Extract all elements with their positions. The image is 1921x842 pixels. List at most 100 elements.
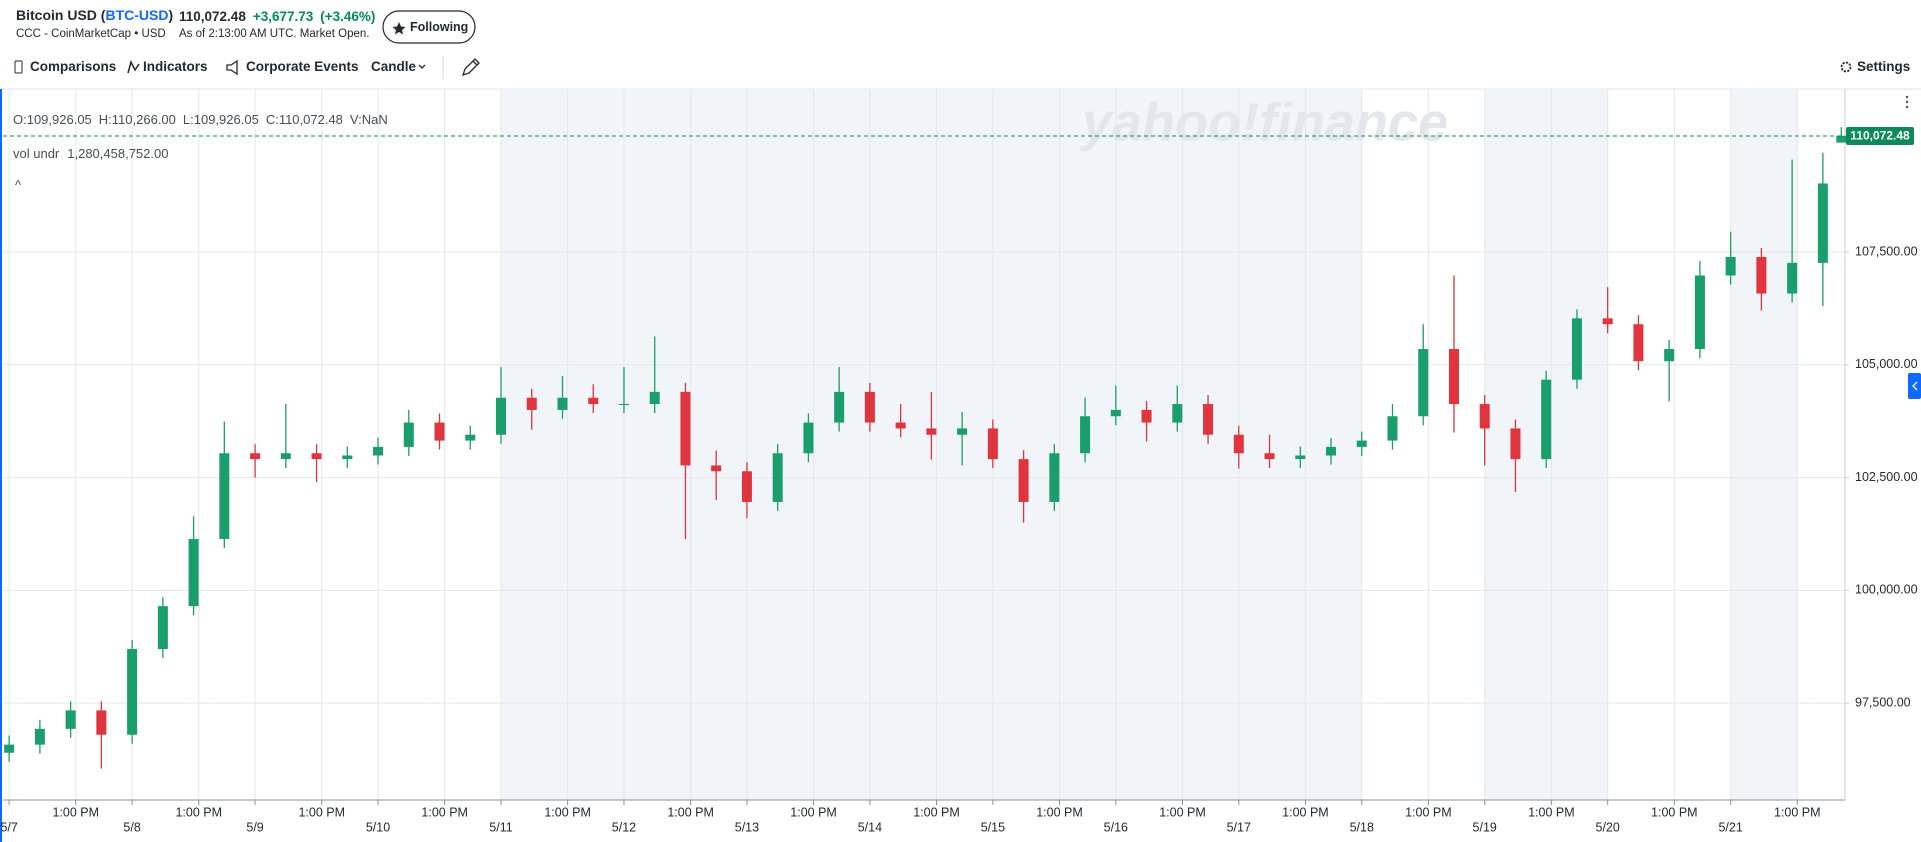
price: 110,072.48 <box>179 9 246 24</box>
x-tick-label: 1:00 PM <box>1405 805 1452 819</box>
candle-body <box>649 391 660 405</box>
x-tick-label: 5/8 <box>123 820 140 834</box>
candle-body <box>1018 459 1029 502</box>
candle-body <box>434 422 445 441</box>
candle-body <box>1326 446 1337 456</box>
last-price-label: 110,072.48 <box>1850 129 1910 143</box>
x-tick-label: 5/15 <box>981 820 1005 834</box>
side-panel-tab[interactable] <box>1908 373 1921 399</box>
x-tick-label: 1:00 PM <box>1159 805 1206 819</box>
comparisons[interactable]: Comparisons <box>30 59 116 74</box>
candle-body <box>1817 183 1828 263</box>
candle-body <box>1836 135 1847 143</box>
x-tick-label: 1:00 PM <box>913 805 960 819</box>
settings[interactable]: Settings <box>1857 59 1910 74</box>
candle-body <box>157 606 168 650</box>
collapse-toggle[interactable]: ^ <box>15 177 22 192</box>
ohlc-value: H:110,266.00 <box>99 112 176 127</box>
x-tick-label: 5/13 <box>735 820 759 834</box>
candle-body <box>1264 453 1275 460</box>
x-tick-label: 1:00 PM <box>421 805 468 819</box>
settings-icon <box>1840 61 1852 73</box>
x-tick-label: 1:00 PM <box>1528 805 1575 819</box>
candle-body <box>1387 416 1398 441</box>
x-tick-label: 5/19 <box>1473 820 1497 834</box>
plot: yahoo!finance 97,500.00 100,000.00 102,500.… <box>0 89 1918 834</box>
x-tick-label: 1:00 PM <box>790 805 837 819</box>
chart-type[interactable]: Candle <box>371 59 417 74</box>
candle-body <box>711 465 722 472</box>
candle-body <box>1418 349 1429 417</box>
title: Bitcoin USD ( <box>16 7 106 23</box>
x-tick-label: 5/10 <box>366 820 390 834</box>
x-tick-label: 5/18 <box>1350 820 1374 834</box>
candle-body <box>1141 409 1152 423</box>
candle-body <box>188 538 199 607</box>
watermark: yahoo!finance <box>1079 92 1448 152</box>
candle-body <box>864 391 875 423</box>
ohlc-value: O:109,926.05 <box>13 112 92 127</box>
follow-button-bg[interactable] <box>382 10 476 44</box>
candle-body <box>526 397 537 410</box>
candle-body <box>557 397 568 410</box>
ohlc-value: V:NaN <box>350 112 388 127</box>
candle-body <box>1633 324 1644 362</box>
change-percent: (+3.46%) <box>320 9 375 24</box>
follow-button[interactable]: Following <box>382 10 476 44</box>
candle-body <box>1694 275 1705 350</box>
candle-body <box>280 453 291 460</box>
x-tick-label: 1:00 PM <box>544 805 591 819</box>
candle-body <box>957 428 968 435</box>
candle-body <box>588 397 599 405</box>
candle-body <box>311 453 322 460</box>
x-tick-label: 5/9 <box>246 820 263 834</box>
draw-icon[interactable] <box>461 58 480 77</box>
candle-body <box>34 728 45 745</box>
more-icon[interactable] <box>1905 95 1909 109</box>
price-line: 110,072.48 +3,677.73 (+3.46%) <box>179 9 375 24</box>
as-of: As of 2:13:00 AM UTC. Market Open. <box>179 28 369 40</box>
candle-body <box>65 710 76 729</box>
x-tick-label: 5/21 <box>1718 820 1742 834</box>
candle-body <box>4 744 15 753</box>
candle-body <box>1295 455 1306 460</box>
toolbar: Comparisons Indicators Corporate Events … <box>14 56 1910 79</box>
candle-body <box>741 471 752 502</box>
y-tick-label: 100,000.00 <box>1855 583 1918 597</box>
candle-body <box>1664 349 1675 362</box>
candle-body <box>772 453 783 502</box>
dot <box>1905 95 1909 99</box>
indicators-icon <box>127 59 140 74</box>
ticker[interactable]: BTC-USD <box>105 7 168 23</box>
side-panel-arrow <box>1912 381 1918 391</box>
candle-body <box>618 404 629 406</box>
candle-body <box>1571 318 1582 380</box>
candle-body <box>219 453 230 539</box>
candle-body <box>1479 404 1490 429</box>
indicators[interactable]: Indicators <box>143 59 208 74</box>
x-tick-label: 5/17 <box>1227 820 1251 834</box>
corporate-events[interactable]: Corporate Events <box>246 59 359 74</box>
ohlc-value: C:110,072.48 <box>266 112 343 127</box>
candle-body <box>96 710 107 735</box>
candle-body <box>465 434 476 441</box>
x-tick-label: 1:00 PM <box>298 805 345 819</box>
x-tick-label: 5/11 <box>489 820 512 834</box>
x-tick-label: 5/12 <box>612 820 636 834</box>
candle-body <box>1233 434 1244 454</box>
candle-body <box>1602 318 1613 325</box>
follow-label[interactable]: Following <box>410 20 468 34</box>
candle-body <box>403 422 414 447</box>
candle-body <box>1510 428 1521 460</box>
volume-value: 1,280,458,752.00 <box>67 146 168 161</box>
candle-body <box>1725 256 1736 276</box>
change: +3,677.73 <box>253 9 314 24</box>
candle-body <box>250 453 261 460</box>
chart-type-caret <box>418 64 426 69</box>
ohlc-legend: O:109,926.05 H:110,266.00 L:109,926.05 C:11… <box>13 112 388 127</box>
candle-body <box>342 455 353 460</box>
y-tick-label: 105,000.00 <box>1855 357 1918 371</box>
